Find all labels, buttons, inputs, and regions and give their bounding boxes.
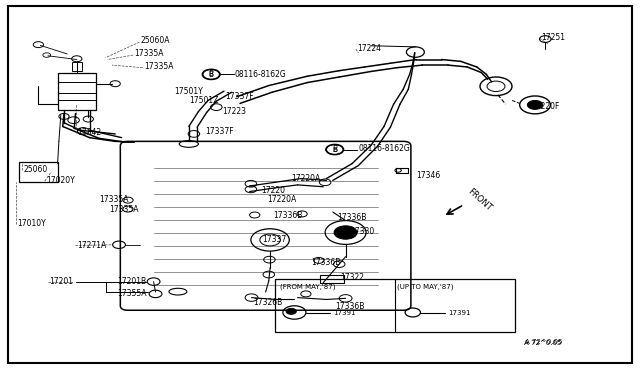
Text: 17220A: 17220A — [291, 174, 321, 183]
Text: 08116-8162G: 08116-8162G — [358, 144, 410, 153]
Text: 17201B: 17201B — [117, 278, 147, 286]
Text: 25060: 25060 — [24, 165, 48, 174]
Text: B: B — [209, 70, 214, 79]
Text: 17322: 17322 — [340, 273, 365, 282]
Text: 17220A: 17220A — [268, 195, 297, 204]
Text: 17335A: 17335A — [144, 62, 173, 71]
Text: 17391: 17391 — [333, 310, 355, 316]
Circle shape — [527, 100, 543, 109]
Text: 17223: 17223 — [222, 107, 246, 116]
Text: 17336B: 17336B — [337, 213, 367, 222]
Text: (FROM MAY,'87): (FROM MAY,'87) — [280, 284, 336, 291]
Circle shape — [286, 308, 296, 314]
Text: 17220: 17220 — [261, 186, 285, 195]
Text: 25060A: 25060A — [141, 36, 170, 45]
Text: 17251: 17251 — [541, 33, 564, 42]
Text: A 72^0.05: A 72^0.05 — [525, 339, 562, 345]
Text: 17501Z: 17501Z — [189, 96, 218, 105]
Text: B: B — [332, 147, 337, 153]
Bar — [58, 73, 96, 110]
Bar — [320, 275, 344, 283]
Circle shape — [334, 226, 357, 239]
Text: A 72^0.05: A 72^0.05 — [524, 340, 561, 346]
Text: 17336B: 17336B — [312, 258, 341, 267]
Text: B: B — [209, 71, 214, 77]
Text: 17020Y: 17020Y — [46, 176, 75, 185]
Text: 17337: 17337 — [262, 235, 287, 244]
Text: B: B — [332, 145, 337, 154]
Text: 17391: 17391 — [448, 310, 470, 316]
Bar — [72, 62, 82, 71]
Text: 17010Y: 17010Y — [17, 219, 46, 228]
Text: 17337F: 17337F — [225, 92, 254, 101]
Text: 17336B: 17336B — [273, 211, 303, 220]
Text: 17335A: 17335A — [109, 205, 138, 214]
Text: 17346: 17346 — [416, 171, 440, 180]
Text: 17224: 17224 — [357, 44, 381, 53]
Text: 08116-8162G: 08116-8162G — [235, 70, 287, 79]
Text: 17336B: 17336B — [335, 302, 364, 311]
Bar — [19, 162, 58, 182]
Text: 17220F: 17220F — [531, 102, 559, 110]
Text: 17335A: 17335A — [134, 49, 164, 58]
Text: 17501Y: 17501Y — [174, 87, 203, 96]
Text: FRONT: FRONT — [466, 187, 493, 213]
Text: 17201: 17201 — [49, 278, 73, 286]
Text: 17335A: 17335A — [99, 195, 129, 203]
Text: 17271A: 17271A — [77, 241, 106, 250]
Text: 17342: 17342 — [77, 128, 101, 137]
Text: 17326B: 17326B — [253, 298, 282, 307]
Text: (UP TO MAY,'87): (UP TO MAY,'87) — [397, 284, 454, 291]
Text: 17355A: 17355A — [117, 289, 147, 298]
Text: 17337F: 17337F — [205, 127, 234, 136]
Text: 17330: 17330 — [350, 227, 374, 236]
Bar — [275, 279, 515, 332]
